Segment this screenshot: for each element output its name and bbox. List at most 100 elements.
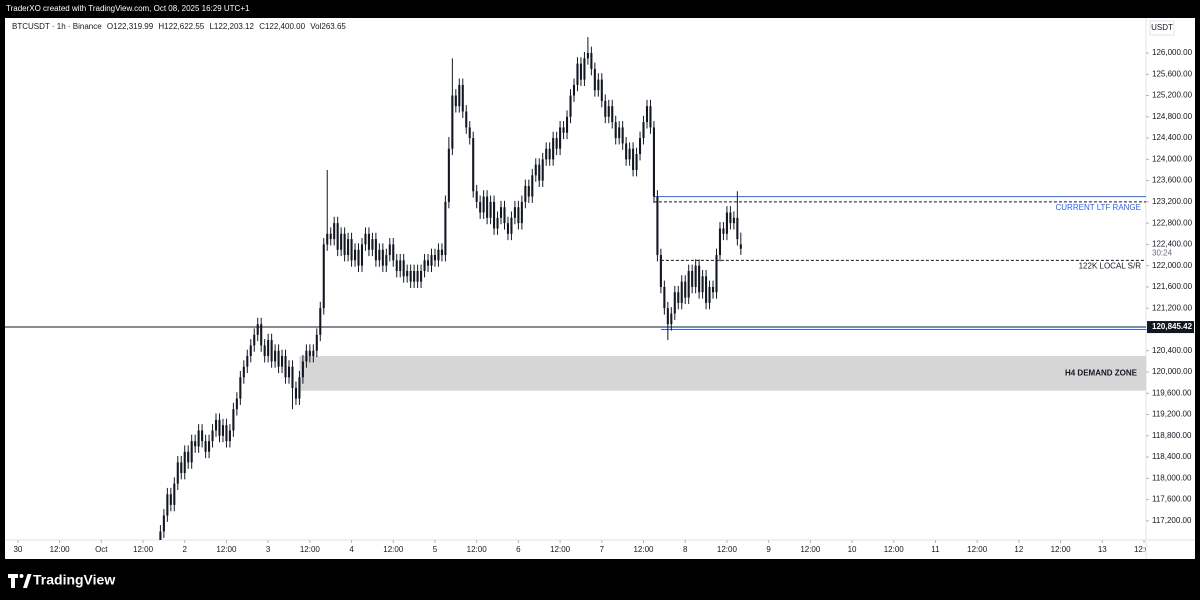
candle-body xyxy=(385,255,388,266)
candle-body xyxy=(190,441,193,463)
candle-body xyxy=(336,223,339,250)
candle-body xyxy=(371,239,374,250)
candle-body xyxy=(430,255,433,266)
candle-body xyxy=(677,292,680,303)
candle-body xyxy=(253,334,256,346)
x-tick-label: 12:00 xyxy=(300,545,321,554)
x-tick-label: 12:00 xyxy=(800,545,821,554)
x-tick-label: 12:00 xyxy=(884,545,905,554)
candle-body xyxy=(249,345,252,357)
candle-body xyxy=(367,233,370,250)
y-tick-label: 120,400.00 xyxy=(1152,346,1193,355)
y-tick-label: 120,000.00 xyxy=(1152,367,1193,376)
candle-body xyxy=(173,483,176,505)
candle-body xyxy=(614,122,617,139)
candle-body xyxy=(256,324,259,335)
y-tick-label: 123,600.00 xyxy=(1152,176,1193,185)
candle-body xyxy=(506,223,510,234)
x-tick-label: 12:00 xyxy=(717,545,738,554)
candle-body xyxy=(705,276,708,303)
chart-legend: BTCUSDT · 1h · Binance O122,319.99 H122,… xyxy=(12,22,346,31)
candle-body xyxy=(684,281,687,298)
candle-body xyxy=(527,185,530,197)
candle-body xyxy=(208,441,211,452)
x-tick-label: 12:00 xyxy=(1134,545,1155,554)
candle-body xyxy=(180,462,183,474)
candle-body xyxy=(315,334,318,351)
candle-body xyxy=(649,106,652,128)
candle-body xyxy=(642,122,645,139)
candle-body xyxy=(680,281,683,303)
logo-mark xyxy=(8,574,18,588)
candle-body xyxy=(416,270,419,282)
candle-body xyxy=(246,356,249,367)
candle-body xyxy=(333,223,336,240)
candle-body xyxy=(691,270,694,287)
x-tick-label: 12:00 xyxy=(967,545,988,554)
candle-body xyxy=(277,350,280,367)
x-tick-label: 4 xyxy=(349,545,354,554)
x-tick-label: 5 xyxy=(433,545,438,554)
x-tick-label: 30 xyxy=(13,545,22,554)
currency-box xyxy=(1149,20,1175,36)
candle-body xyxy=(593,68,596,91)
x-tick-label: 12:00 xyxy=(383,545,404,554)
candle-body xyxy=(513,207,516,218)
candle-body xyxy=(479,201,482,213)
candle-body xyxy=(510,217,513,234)
candle-body xyxy=(319,308,322,335)
candle-body xyxy=(347,239,350,256)
candle-body xyxy=(239,377,242,399)
candle-body xyxy=(534,164,537,176)
candle-body xyxy=(378,249,381,261)
x-tick-label: 11 xyxy=(931,545,940,554)
y-tick-label: 117,600.00 xyxy=(1152,495,1192,504)
candle-body xyxy=(169,494,172,505)
candle-body xyxy=(552,138,555,160)
candle-body xyxy=(218,419,221,436)
candle-body xyxy=(451,95,454,149)
x-tick-label: 3 xyxy=(266,545,271,554)
candle-body xyxy=(468,127,471,139)
candle-body xyxy=(287,366,291,378)
candle-body xyxy=(326,233,329,245)
candle-body xyxy=(381,249,384,266)
candle-body xyxy=(423,260,426,271)
zone-label: H4 DEMAND ZONE xyxy=(1065,368,1138,377)
candle-body xyxy=(437,249,440,261)
candle-body xyxy=(284,356,287,378)
candle-body xyxy=(374,239,377,261)
candle-body xyxy=(673,292,676,314)
candle-body xyxy=(197,430,200,447)
candle-body xyxy=(559,127,562,149)
candle-body xyxy=(489,201,492,218)
x-tick-label: 9 xyxy=(766,545,771,554)
candle-body xyxy=(274,350,277,362)
candle-body xyxy=(392,244,395,261)
candle-body xyxy=(621,127,624,144)
candle-body xyxy=(340,233,343,250)
candle-body xyxy=(708,286,711,303)
x-tick-label: Oct xyxy=(95,545,108,554)
candle-body xyxy=(656,196,659,256)
price-line-tag xyxy=(1147,321,1194,334)
x-tick-label: 12:00 xyxy=(133,545,154,554)
candle-body xyxy=(600,79,603,101)
candle-body xyxy=(611,106,614,123)
candle-body xyxy=(496,217,499,229)
candle-body xyxy=(211,430,214,442)
y-tick-label: 121,200.00 xyxy=(1152,303,1193,312)
y-tick-label: 122,400.00 xyxy=(1152,240,1193,249)
candle-body xyxy=(406,270,409,277)
candle-body xyxy=(465,111,468,128)
candle-body xyxy=(350,239,353,261)
top-bar-text: TraderXO created with TradingView.com, O… xyxy=(6,4,250,13)
candle-body xyxy=(618,127,621,139)
x-tick-label: 10 xyxy=(848,545,857,554)
y-tick-label: 119,600.00 xyxy=(1152,388,1192,397)
candle-body xyxy=(166,494,169,516)
candle-body xyxy=(364,233,367,245)
time-axis: 30 12:00 Oct 12:00 2 12:00 3 12:00 4 12:00 5 12:00 6… xyxy=(13,540,1155,554)
y-tick-label: 126,000.00 xyxy=(1152,48,1193,57)
candle-body xyxy=(260,324,263,346)
